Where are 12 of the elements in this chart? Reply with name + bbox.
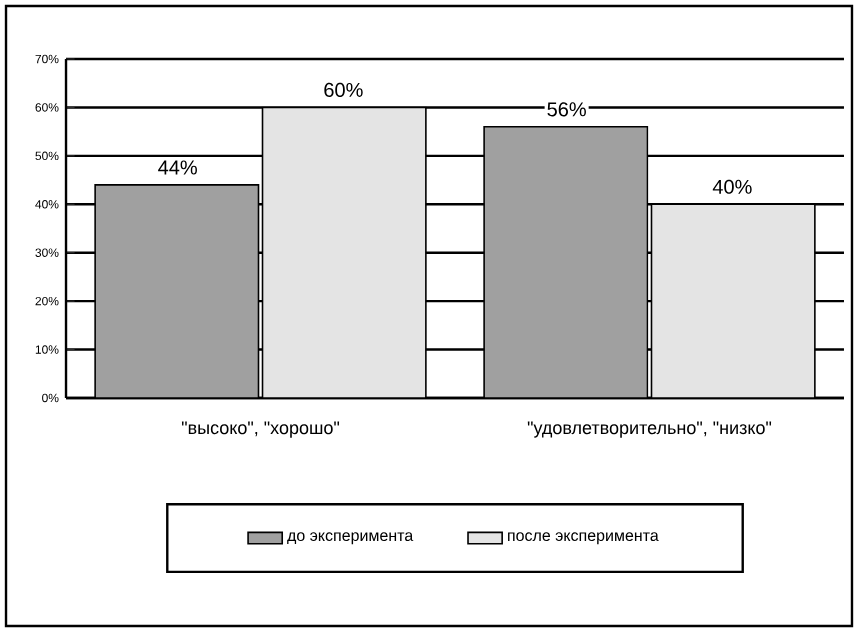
x-tick-label: "высоко", "хорошо" xyxy=(181,421,340,438)
data-label: 40% xyxy=(712,179,752,194)
data-label: 44% xyxy=(158,160,197,175)
bar xyxy=(650,203,816,398)
x-tick-label: "удовлетворительно", "низко" xyxy=(527,421,772,438)
bar xyxy=(261,106,427,398)
bar xyxy=(483,126,649,398)
bar xyxy=(94,184,260,398)
legend-label: после эксперимента xyxy=(508,532,659,545)
legend-label: до эксперимента xyxy=(287,532,414,545)
data-label: 56% xyxy=(547,102,586,117)
data-label: 60% xyxy=(324,82,363,98)
